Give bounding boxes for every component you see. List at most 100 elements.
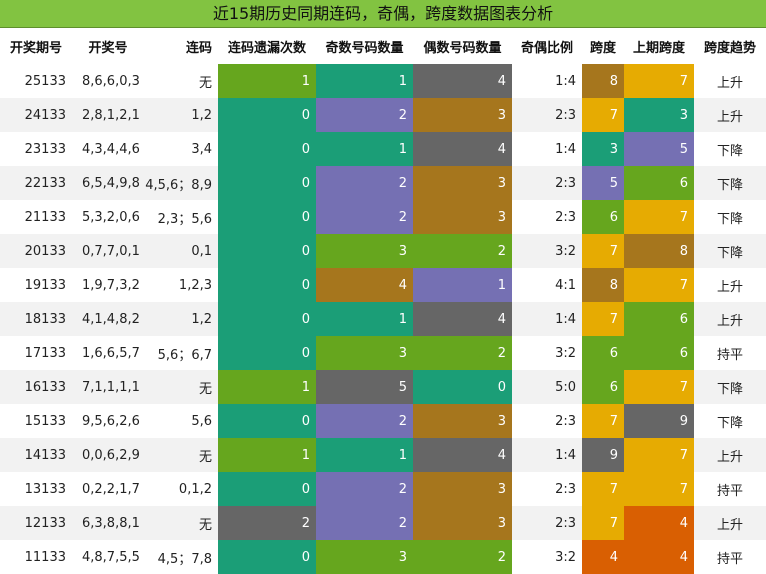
cell-draw: 6,3,8,8,1 [72, 506, 144, 540]
cell-period: 23133 [0, 132, 72, 166]
cell-trend: 下降 [694, 166, 766, 200]
cell-trend: 持平 [694, 472, 766, 506]
cell-span: 7 [582, 506, 624, 540]
table-row: 24133 2,8,1,2,1 1,2 0 2 3 2:3 7 3 上升 [0, 98, 766, 132]
cell-period: 20133 [0, 234, 72, 268]
cell-prev-span: 8 [624, 234, 694, 268]
cell-trend: 下降 [694, 234, 766, 268]
cell-ratio: 1:4 [512, 438, 582, 472]
cell-lian: 5,6；6,7 [144, 336, 218, 370]
cell-prev-span: 7 [624, 200, 694, 234]
cell-lian: 5,6 [144, 404, 218, 438]
table-row: 19133 1,9,7,3,2 1,2,3 0 4 1 4:1 8 7 上升 [0, 268, 766, 302]
cell-odd: 3 [316, 336, 413, 370]
header-prev-span: 上期跨度 [624, 28, 694, 64]
cell-period: 19133 [0, 268, 72, 302]
chart-title: 近15期历史同期连码，奇偶，跨度数据图表分析 [0, 0, 766, 28]
cell-miss: 0 [218, 234, 316, 268]
cell-odd: 2 [316, 166, 413, 200]
table-row: 17133 1,6,6,5,7 5,6；6,7 0 3 2 3:2 6 6 持平 [0, 336, 766, 370]
cell-draw: 0,7,7,0,1 [72, 234, 144, 268]
cell-miss: 0 [218, 200, 316, 234]
table-row: 23133 4,3,4,4,6 3,4 0 1 4 1:4 3 5 下降 [0, 132, 766, 166]
cell-lian: 0,1,2 [144, 472, 218, 506]
cell-ratio: 3:2 [512, 336, 582, 370]
cell-lian: 4,5；7,8 [144, 540, 218, 574]
cell-draw: 4,1,4,8,2 [72, 302, 144, 336]
cell-period: 15133 [0, 404, 72, 438]
cell-prev-span: 4 [624, 506, 694, 540]
cell-trend: 下降 [694, 132, 766, 166]
cell-prev-span: 4 [624, 540, 694, 574]
header-even: 偶数号码数量 [413, 28, 512, 64]
cell-prev-span: 6 [624, 166, 694, 200]
cell-trend: 持平 [694, 336, 766, 370]
cell-even: 4 [413, 438, 512, 472]
cell-lian: 无 [144, 64, 218, 98]
table-row: 14133 0,0,6,2,9 无 1 1 4 1:4 9 7 上升 [0, 438, 766, 472]
cell-period: 24133 [0, 98, 72, 132]
cell-draw: 8,6,6,0,3 [72, 64, 144, 98]
cell-period: 13133 [0, 472, 72, 506]
cell-miss: 0 [218, 98, 316, 132]
cell-trend: 上升 [694, 64, 766, 98]
cell-ratio: 1:4 [512, 132, 582, 166]
cell-span: 6 [582, 200, 624, 234]
cell-draw: 5,3,2,0,6 [72, 200, 144, 234]
cell-trend: 上升 [694, 302, 766, 336]
table-row: 21133 5,3,2,0,6 2,3；5,6 0 2 3 2:3 6 7 下降 [0, 200, 766, 234]
cell-span: 7 [582, 98, 624, 132]
cell-miss: 2 [218, 506, 316, 540]
cell-prev-span: 7 [624, 268, 694, 302]
cell-prev-span: 7 [624, 472, 694, 506]
cell-odd: 2 [316, 506, 413, 540]
cell-even: 3 [413, 472, 512, 506]
cell-draw: 1,9,7,3,2 [72, 268, 144, 302]
cell-trend: 下降 [694, 370, 766, 404]
cell-prev-span: 7 [624, 438, 694, 472]
cell-odd: 2 [316, 472, 413, 506]
header-period: 开奖期号 [0, 28, 72, 64]
cell-span: 6 [582, 370, 624, 404]
cell-period: 14133 [0, 438, 72, 472]
cell-odd: 1 [316, 64, 413, 98]
cell-miss: 0 [218, 472, 316, 506]
cell-lian: 无 [144, 438, 218, 472]
cell-ratio: 5:0 [512, 370, 582, 404]
cell-span: 8 [582, 268, 624, 302]
cell-span: 7 [582, 472, 624, 506]
cell-prev-span: 7 [624, 370, 694, 404]
cell-ratio: 4:1 [512, 268, 582, 302]
cell-span: 7 [582, 234, 624, 268]
cell-even: 1 [413, 268, 512, 302]
cell-lian: 2,3；5,6 [144, 200, 218, 234]
cell-prev-span: 6 [624, 336, 694, 370]
cell-odd: 5 [316, 370, 413, 404]
cell-period: 18133 [0, 302, 72, 336]
table-row: 11133 4,8,7,5,5 4,5；7,8 0 3 2 3:2 4 4 持平 [0, 540, 766, 574]
table-row: 13133 0,2,2,1,7 0,1,2 0 2 3 2:3 7 7 持平 [0, 472, 766, 506]
cell-draw: 4,3,4,4,6 [72, 132, 144, 166]
cell-ratio: 3:2 [512, 540, 582, 574]
cell-ratio: 2:3 [512, 506, 582, 540]
cell-trend: 上升 [694, 438, 766, 472]
header-ratio: 奇偶比例 [512, 28, 582, 64]
header-row: 开奖期号 开奖号 连码 连码遗漏次数 奇数号码数量 偶数号码数量 奇偶比例 跨度… [0, 28, 766, 64]
cell-even: 2 [413, 234, 512, 268]
cell-odd: 2 [316, 404, 413, 438]
table-row: 16133 7,1,1,1,1 无 1 5 0 5:0 6 7 下降 [0, 370, 766, 404]
data-table: 开奖期号 开奖号 连码 连码遗漏次数 奇数号码数量 偶数号码数量 奇偶比例 跨度… [0, 28, 766, 574]
cell-miss: 0 [218, 336, 316, 370]
cell-odd: 2 [316, 200, 413, 234]
cell-period: 25133 [0, 64, 72, 98]
cell-trend: 上升 [694, 268, 766, 302]
cell-miss: 1 [218, 438, 316, 472]
cell-draw: 9,5,6,2,6 [72, 404, 144, 438]
cell-span: 7 [582, 404, 624, 438]
cell-even: 2 [413, 540, 512, 574]
cell-ratio: 1:4 [512, 302, 582, 336]
cell-draw: 2,8,1,2,1 [72, 98, 144, 132]
cell-even: 4 [413, 132, 512, 166]
cell-odd: 4 [316, 268, 413, 302]
cell-lian: 1,2 [144, 98, 218, 132]
